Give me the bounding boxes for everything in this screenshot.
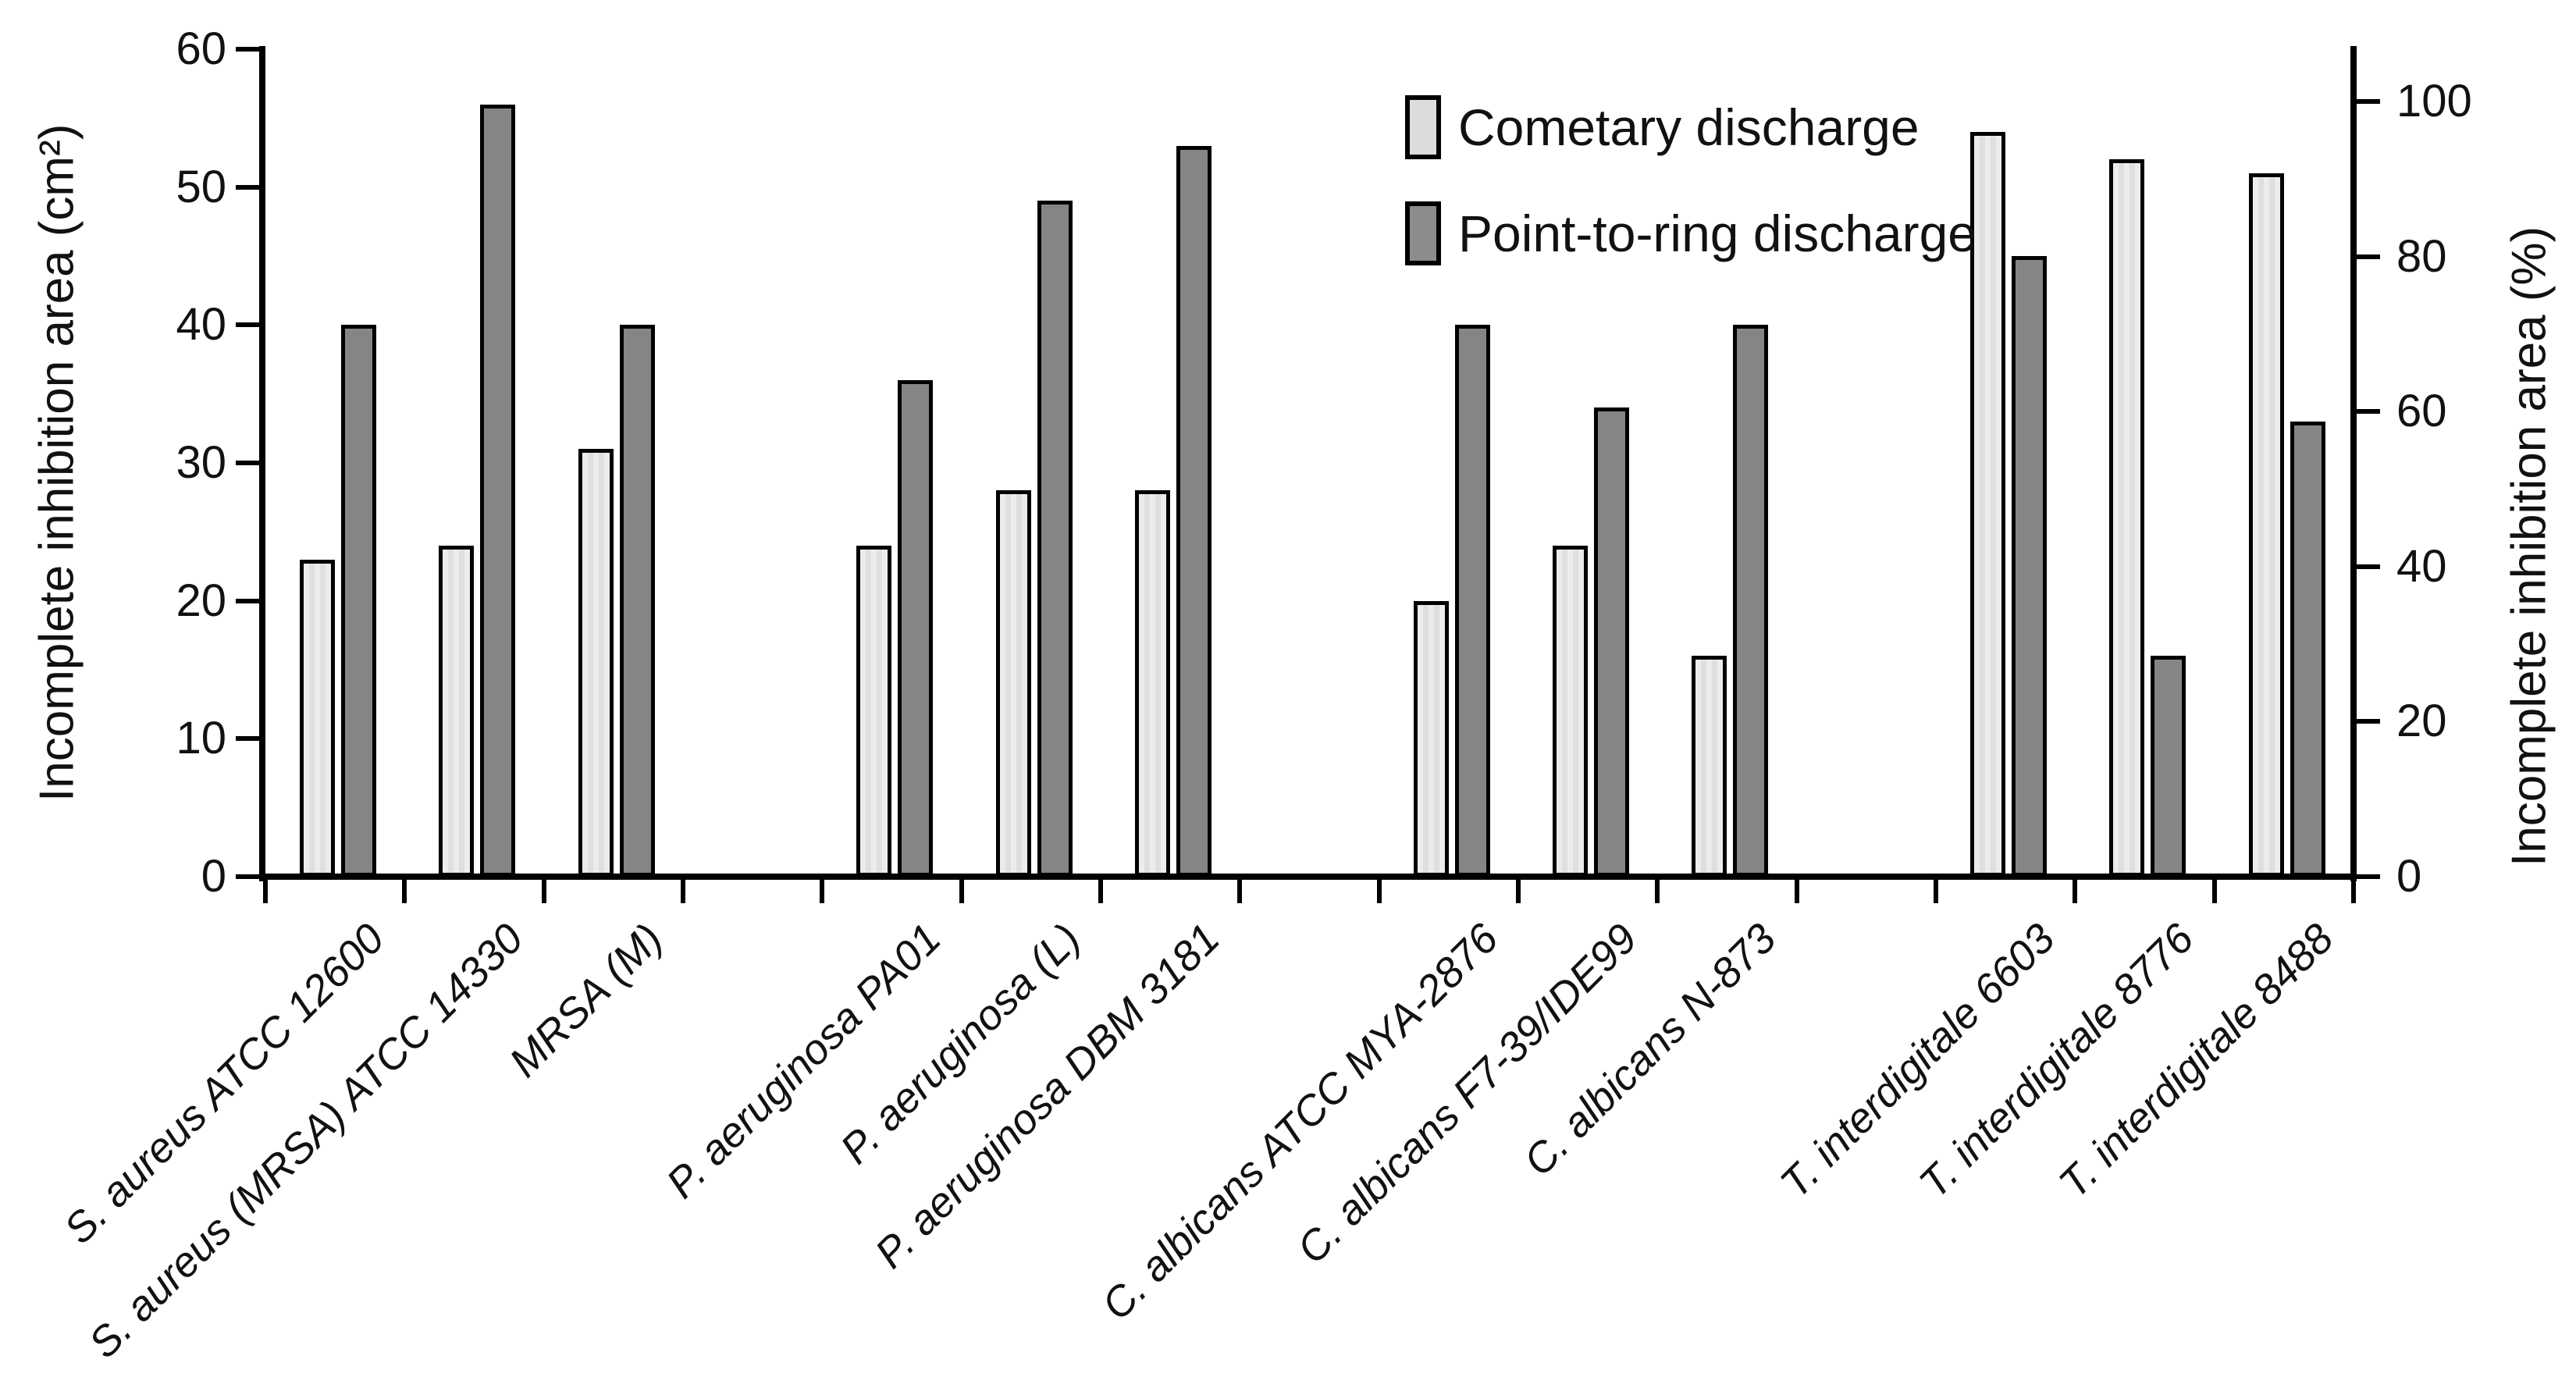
y-tick-label-left: 20 [176,575,226,626]
legend-label-cometary: Cometary discharge [1458,98,1920,156]
y-axis-left-tick [236,736,262,742]
bar-point-to-ring-4 [1037,201,1073,877]
x-axis-tick [959,877,964,903]
bar-point-to-ring-10 [2151,656,2186,877]
y-axis-left-tick [236,47,262,52]
y-axis-left-tick [236,598,262,603]
category-label: P. aeruginosa PA01 [657,915,950,1208]
bar-cometary-4 [996,490,1031,877]
bar-cometary-3 [856,546,891,877]
bar-point-to-ring-7 [1594,407,1629,877]
bar-cometary-9 [1970,132,2005,877]
bar-cometary-11 [2249,173,2284,877]
bar-point-to-ring-11 [2290,422,2325,877]
y-axis-right-tick [2354,564,2380,569]
y-tick-label-left: 50 [176,161,226,212]
legend: Cometary discharge Point-to-ring dischar… [1405,95,1976,265]
bar-cometary-5 [1135,490,1170,877]
left-axis-title: Incomplete inhibition area (cm²) [30,123,84,802]
y-axis-left-tick [236,874,262,879]
category-label: C. albicans N-873 [1514,915,1785,1185]
x-axis-tick [1794,877,1799,903]
category-label: MRSA (M) [500,915,672,1087]
y-tick-label-right: 80 [2396,230,2447,282]
bar-cometary-7 [1553,546,1588,877]
bar-point-to-ring-9 [2012,256,2047,877]
y-axis-right-tick [2354,254,2380,259]
bar-point-to-ring-5 [1176,146,1212,877]
bar-point-to-ring-0 [341,325,376,877]
bar-cometary-2 [578,449,614,877]
y-axis-right-tick [2354,874,2380,879]
y-axis-right-tick [2354,99,2380,104]
bar-cometary-8 [1692,656,1727,877]
legend-entry-cometary: Cometary discharge [1405,95,1976,159]
x-axis-tick [1237,877,1243,903]
category-label: T. interdigitale 8488 [2049,915,2343,1208]
y-tick-label-left: 10 [176,713,226,764]
y-axis-right [2350,46,2357,881]
legend-swatch-cometary-icon [1405,95,1441,159]
x-axis-tick [1934,877,1938,903]
category-label: T. interdigitale 6603 [1771,915,2064,1208]
bar-point-to-ring-6 [1455,325,1490,877]
x-axis-tick [402,877,407,903]
x-axis-tick [820,877,825,903]
y-tick-label-left: 0 [201,851,226,902]
bar-point-to-ring-2 [620,325,655,877]
category-label: P. aeruginosa (L) [831,915,1090,1173]
x-axis-tick [1516,877,1521,903]
x-axis-tick [1655,877,1660,903]
x-axis [259,874,2357,880]
x-axis-tick [1098,877,1103,903]
bar-point-to-ring-3 [898,380,933,877]
category-label: T. interdigitale 8776 [1910,915,2203,1208]
y-axis-left-tick [236,461,262,465]
y-tick-label-right: 0 [2396,851,2422,902]
bar-point-to-ring-1 [480,105,515,877]
x-axis-tick [681,877,685,903]
bar-cometary-10 [2109,159,2144,877]
y-axis-right-tick [2354,409,2380,415]
y-tick-label-left: 60 [176,23,226,74]
bar-point-to-ring-8 [1733,325,1768,877]
y-tick-label-left: 40 [176,299,226,351]
bar-cometary-6 [1414,601,1449,877]
y-axis-left-tick [236,184,262,190]
y-tick-label-right: 40 [2396,540,2447,592]
legend-label-point-to-ring: Point-to-ring discharge [1458,205,1976,262]
y-axis-left-tick [236,322,262,328]
y-tick-label-right: 100 [2396,76,2472,126]
bar-cometary-0 [300,560,335,877]
x-axis-tick [2211,877,2217,903]
y-axis-left [259,46,265,881]
legend-swatch-point-to-ring-icon [1405,201,1441,265]
y-tick-label-right: 20 [2396,696,2447,747]
y-tick-label-left: 30 [176,437,226,488]
x-axis-tick [263,877,268,903]
x-axis-tick [541,877,546,903]
bar-cometary-1 [439,546,474,877]
legend-entry-point-to-ring: Point-to-ring discharge [1405,201,1976,265]
x-axis-tick [2351,877,2356,903]
y-axis-right-tick [2354,719,2380,724]
x-axis-tick [2073,877,2078,903]
x-axis-tick [1376,877,1382,903]
y-tick-label-right: 60 [2396,386,2447,437]
